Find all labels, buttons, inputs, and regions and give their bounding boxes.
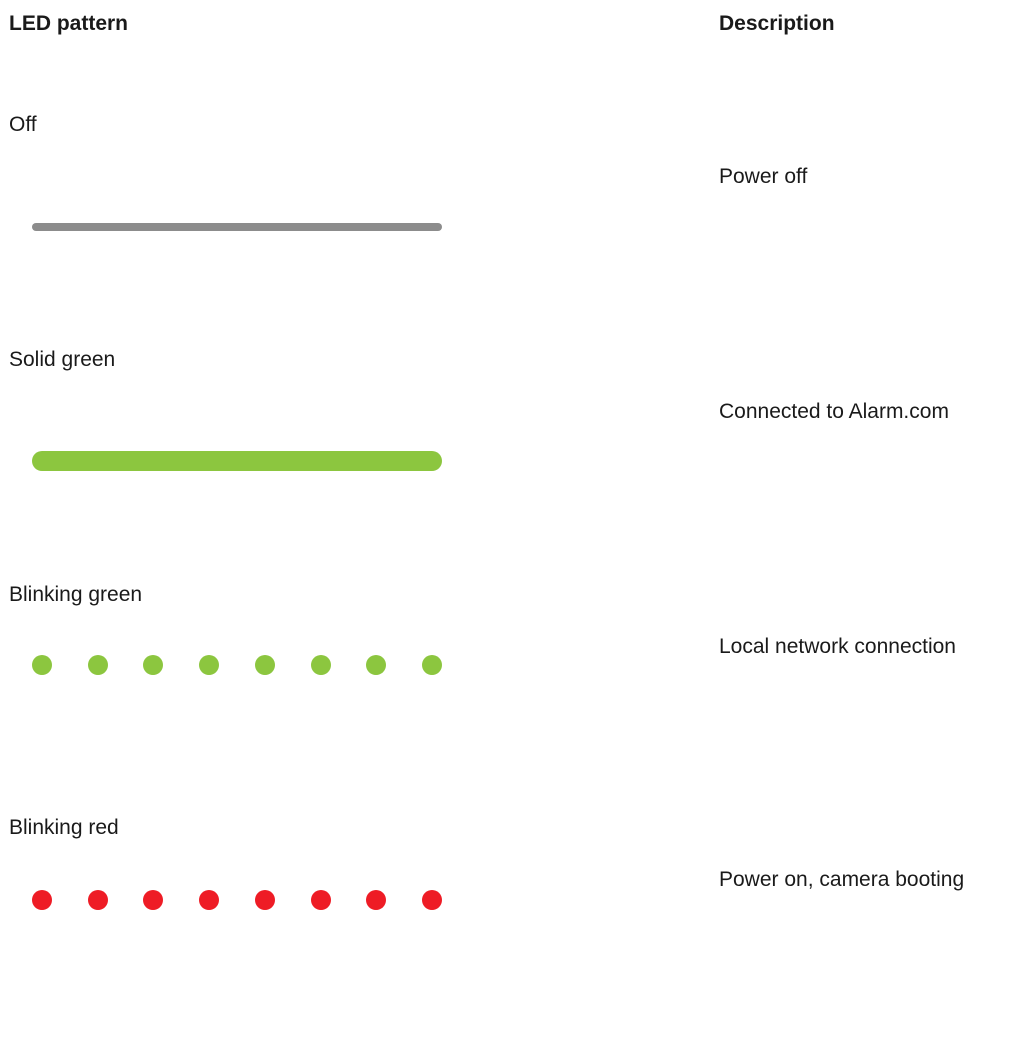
led-dot-icon [32, 890, 52, 910]
led-blinking-red-dots-icon [32, 890, 442, 910]
led-dot-icon [32, 655, 52, 675]
pattern-label: Blinking red [9, 816, 119, 839]
pattern-label: Off [9, 113, 37, 136]
led-dot-icon [310, 890, 331, 910]
led-dot-icon [199, 655, 220, 675]
led-off-bar-icon [32, 223, 442, 231]
table-row-solid-green: Solid green Connected to Alarm.com [0, 347, 1030, 577]
led-dot-icon [421, 890, 442, 910]
led-dot-icon [421, 655, 442, 675]
pattern-label: Solid green [9, 348, 116, 371]
led-solid-green-bar-icon [32, 451, 442, 471]
table-row-blinking-red: Blinking red Power on, camera booting [0, 815, 1030, 1045]
led-dot-icon [366, 890, 387, 910]
description-label: Local network connection [719, 635, 956, 658]
led-blinking-green-dots-icon [32, 655, 442, 675]
table-row-off: Off Power off [0, 112, 1030, 342]
led-dot-icon [254, 890, 275, 910]
led-dot-icon [310, 655, 331, 675]
pattern-label: Blinking green [9, 583, 143, 606]
description-label: Power off [719, 165, 808, 188]
table-row-blinking-green: Blinking green Local network connection [0, 582, 1030, 812]
led-dot-icon [254, 655, 275, 675]
led-dot-icon [143, 655, 164, 675]
led-dot-icon [366, 655, 387, 675]
description-label: Connected to Alarm.com [719, 400, 949, 423]
led-dot-icon [87, 655, 108, 675]
column-header-description: Description [719, 12, 835, 35]
description-label: Power on, camera booting [719, 868, 965, 891]
led-dot-icon [87, 890, 108, 910]
led-dot-icon [199, 890, 220, 910]
column-header-led-pattern: LED pattern [9, 12, 129, 35]
led-dot-icon [143, 890, 164, 910]
